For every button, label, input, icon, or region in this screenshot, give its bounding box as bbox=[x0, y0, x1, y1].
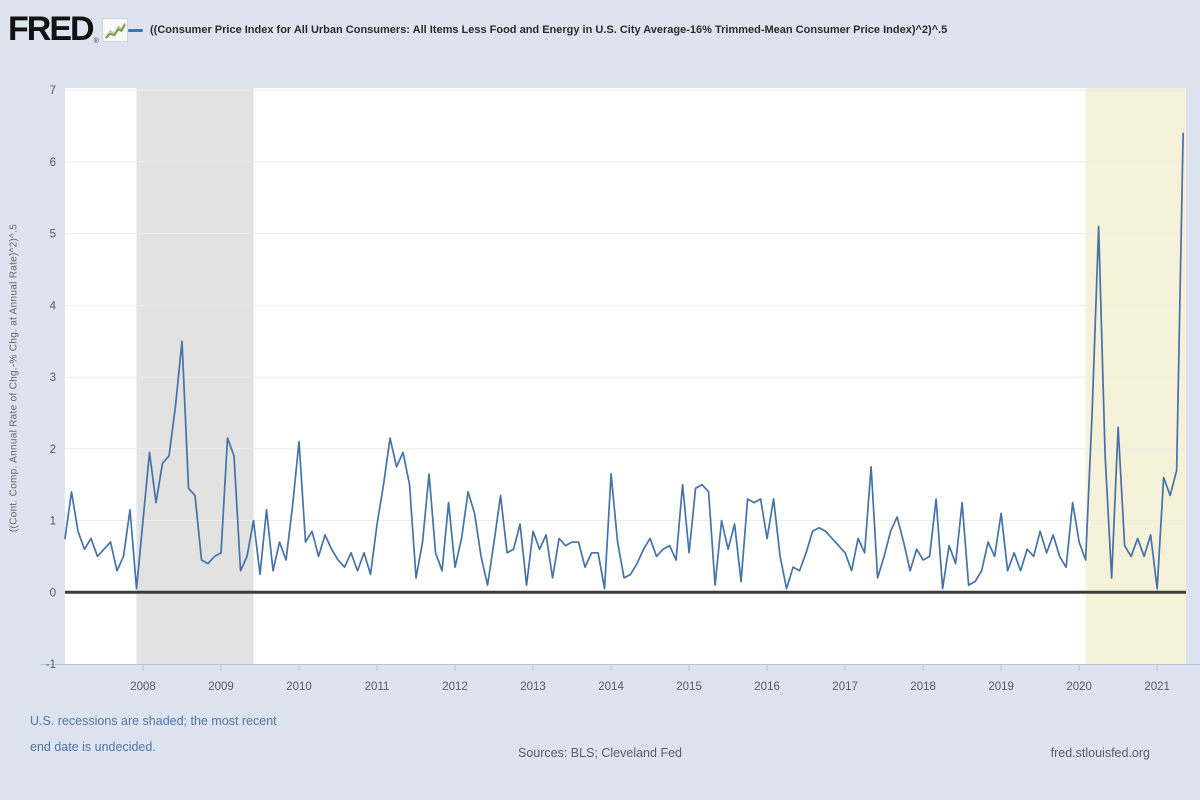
y-axis-labels: -1 0 1 2 3 4 5 6 7 bbox=[46, 85, 57, 671]
y-tick-label-2: 2 bbox=[50, 444, 56, 456]
y-tick-label-0: 0 bbox=[50, 587, 56, 599]
x-tick-label-2011: 2011 bbox=[365, 681, 390, 693]
x-tick-label-2009: 2009 bbox=[208, 681, 234, 693]
y-tick-label-7: 7 bbox=[50, 85, 56, 97]
chart-legend: ((Consumer Price Index for All Urban Con… bbox=[128, 24, 947, 36]
x-tick-label-2008: 2008 bbox=[130, 681, 156, 693]
fred-site-link[interactable]: fred.stlouisfed.org bbox=[1050, 746, 1150, 760]
x-axis-ticks bbox=[142, 664, 1158, 671]
y-tick-label-6: 6 bbox=[50, 157, 56, 169]
y-tick-label-1: 1 bbox=[50, 516, 56, 528]
x-tick-label-2014: 2014 bbox=[598, 681, 624, 693]
y-tick-label-3: 3 bbox=[50, 372, 56, 384]
x-tick-label-2017: 2017 bbox=[832, 681, 858, 693]
x-tick-label-2013: 2013 bbox=[520, 681, 546, 693]
gridlines bbox=[65, 89, 1186, 522]
fred-logo-text: FRED bbox=[8, 10, 95, 48]
x-tick-label-2019: 2019 bbox=[988, 681, 1014, 693]
registered-mark: ® bbox=[93, 38, 99, 45]
series-title: ((Consumer Price Index for All Urban Con… bbox=[150, 24, 948, 36]
x-tick-label-2018: 2018 bbox=[910, 681, 936, 693]
y-tick-label--1: -1 bbox=[46, 659, 56, 671]
sparkline-icon bbox=[101, 18, 128, 42]
recession-2008 bbox=[136, 88, 254, 664]
recession-note-line2: end date is undecided. bbox=[30, 740, 156, 754]
series-line bbox=[64, 132, 1184, 590]
recession-note-line1: U.S. recessions are shaded; the most rec… bbox=[30, 714, 277, 728]
x-tick-label-2015: 2015 bbox=[676, 681, 702, 693]
recession-2020-ongoing bbox=[1085, 88, 1186, 664]
x-tick-label-2012: 2012 bbox=[442, 681, 468, 693]
x-tick-label-2010: 2010 bbox=[286, 681, 312, 693]
x-axis-labels: 2008 2009 2010 2011 2012 2013 2014 2015 2016 2017… bbox=[130, 681, 1170, 693]
y-tick-label-5: 5 bbox=[50, 229, 56, 241]
legend-line-swatch bbox=[128, 28, 143, 32]
chart-plot[interactable]: 2008 2009 2010 2011 2012 2013 2014 2015 2016 2017… bbox=[0, 80, 1200, 730]
fred-logo[interactable]: FRED ® bbox=[8, 12, 128, 46]
x-tick-label-2021: 2021 bbox=[1144, 681, 1170, 693]
sources-text: Sources: BLS; Cleveland Fed bbox=[518, 746, 682, 760]
y-tick-label-4: 4 bbox=[50, 300, 57, 312]
x-tick-label-2020: 2020 bbox=[1066, 681, 1092, 693]
x-tick-label-2016: 2016 bbox=[754, 681, 780, 693]
